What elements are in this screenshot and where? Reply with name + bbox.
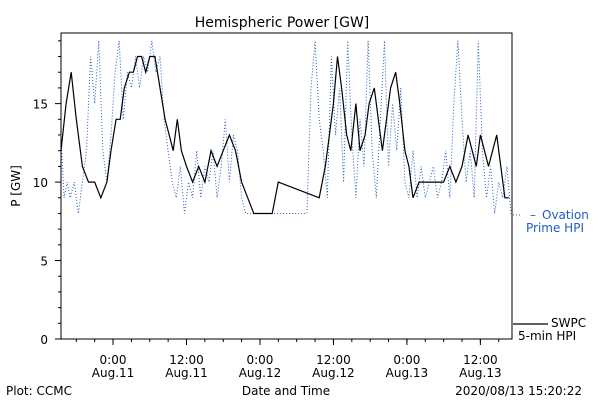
chart-title: Hemispheric Power [GW]: [195, 15, 370, 31]
x-tick-label-date-1: Aug.11: [165, 366, 208, 380]
legend-ovation-dash: –: [530, 208, 536, 222]
footer-timestamp: 2020/08/13 15:20:22: [455, 384, 582, 398]
y-tick-label-5: 5: [40, 255, 48, 269]
x-tick-label-time-3: 12:00: [316, 353, 351, 367]
series-ovation-line: [60, 40, 512, 214]
legend-swpc-line1: SWPC: [551, 316, 586, 330]
x-tick-label-time-1: 12:00: [169, 353, 204, 367]
y-tick-label-10: 10: [33, 176, 48, 190]
x-axis-ticks: 0:00Aug.1112:00Aug.110:00Aug.1212:00Aug.…: [75, 339, 502, 380]
x-tick-label-time-5: 12:00: [463, 353, 498, 367]
x-tick-label-time-0: 0:00: [100, 353, 127, 367]
x-tick-label-time-4: 0:00: [393, 353, 420, 367]
x-tick-label-date-4: Aug.13: [386, 366, 429, 380]
footer-plot-credit: Plot: CCMC: [6, 384, 72, 398]
y-axis-ticks: 0 5 10 15: [33, 40, 61, 347]
x-tick-label-date-3: Aug.12: [312, 366, 355, 380]
plot-frame: [60, 32, 513, 340]
series-layer: [60, 40, 512, 215]
y-tick-label-0: 0: [40, 333, 48, 347]
x-axis-label: Date and Time: [242, 384, 330, 398]
legend-swpc: SWPC 5-min HPI: [513, 316, 586, 343]
legend-ovation-line1: Ovation: [542, 208, 589, 222]
y-axis-label: P [GW]: [9, 165, 23, 207]
x-tick-label-time-2: 0:00: [246, 353, 273, 367]
x-tick-label-date-5: Aug.13: [459, 366, 502, 380]
legend-ovation: – Ovation Prime HPI: [513, 208, 589, 235]
x-tick-label-date-2: Aug.12: [239, 366, 282, 380]
series-swpc-line: [60, 55, 509, 215]
legend-ovation-line2: Prime HPI: [526, 221, 584, 235]
y-tick-label-15: 15: [33, 98, 48, 112]
x-tick-label-date-0: Aug.11: [92, 366, 135, 380]
legend-swpc-line2: 5-min HPI: [518, 329, 576, 343]
